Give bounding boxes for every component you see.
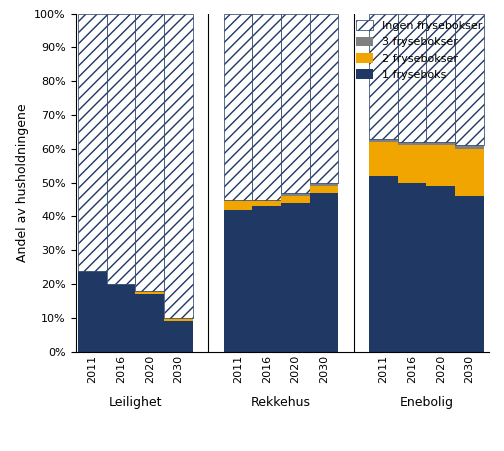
Bar bbox=[455, 196, 484, 352]
Bar bbox=[309, 14, 338, 183]
Bar bbox=[281, 193, 309, 196]
Text: Rekkehus: Rekkehus bbox=[251, 396, 311, 409]
Bar bbox=[369, 176, 398, 352]
Bar bbox=[253, 14, 281, 199]
Bar bbox=[224, 14, 253, 200]
Bar bbox=[309, 186, 338, 193]
Bar bbox=[455, 149, 484, 196]
Bar bbox=[253, 207, 281, 352]
Bar bbox=[369, 139, 398, 142]
Bar bbox=[398, 183, 426, 352]
Text: Leilighet: Leilighet bbox=[109, 396, 162, 409]
Bar bbox=[369, 14, 398, 139]
Bar bbox=[309, 193, 338, 352]
Bar bbox=[426, 186, 455, 352]
Bar bbox=[107, 284, 136, 352]
Bar bbox=[164, 318, 193, 321]
Bar bbox=[455, 14, 484, 145]
Bar bbox=[107, 14, 136, 284]
Bar bbox=[78, 14, 107, 271]
Bar bbox=[398, 142, 426, 146]
Bar bbox=[426, 14, 455, 142]
Bar bbox=[398, 146, 426, 183]
Bar bbox=[164, 321, 193, 352]
Bar bbox=[136, 14, 164, 291]
Bar bbox=[224, 210, 253, 352]
Bar bbox=[136, 295, 164, 352]
Bar bbox=[78, 271, 107, 352]
Text: Enebolig: Enebolig bbox=[400, 396, 454, 409]
Bar bbox=[398, 14, 426, 142]
Bar bbox=[164, 14, 193, 318]
Y-axis label: Andel av husholdningene: Andel av husholdningene bbox=[16, 103, 29, 262]
Bar bbox=[426, 146, 455, 186]
Legend: Ingen frysebokser, 3 frysebokser, 2 frysebokser, 1 fryseboks: Ingen frysebokser, 3 frysebokser, 2 frys… bbox=[352, 16, 487, 84]
Bar bbox=[253, 199, 281, 207]
Bar bbox=[309, 183, 338, 186]
Bar bbox=[281, 14, 309, 193]
Bar bbox=[455, 145, 484, 149]
Bar bbox=[136, 291, 164, 295]
Bar bbox=[224, 200, 253, 210]
Bar bbox=[426, 142, 455, 146]
Bar bbox=[281, 196, 309, 203]
Bar bbox=[369, 142, 398, 176]
Bar bbox=[281, 203, 309, 352]
